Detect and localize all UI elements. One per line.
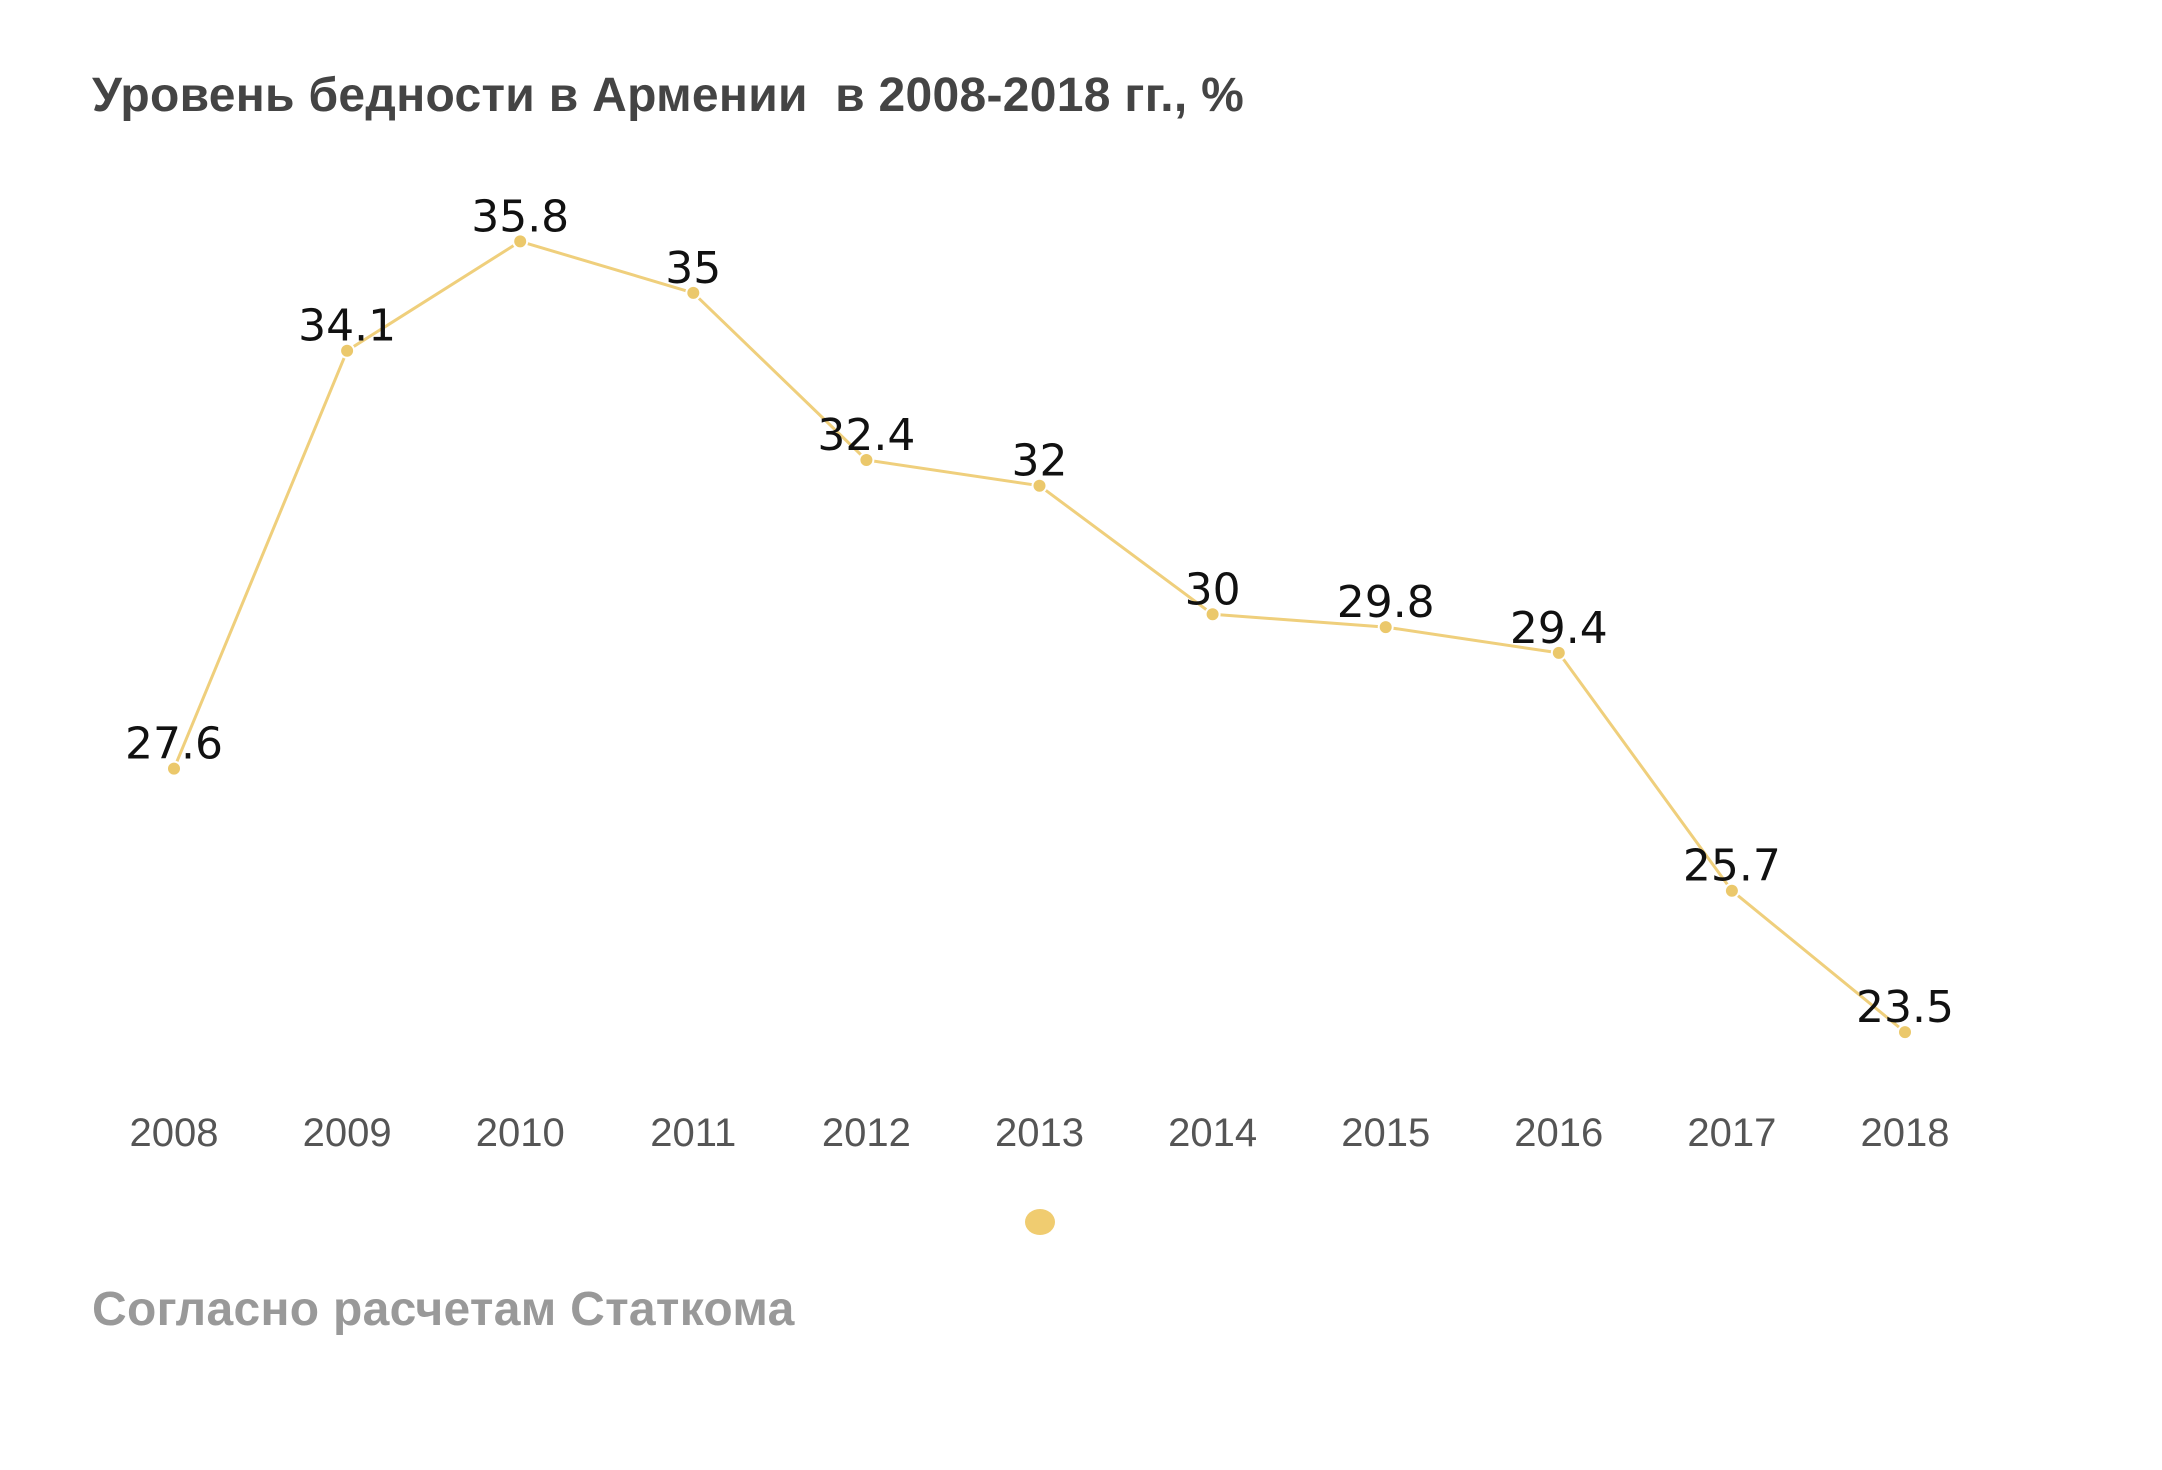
data-label-2017: 25.7: [1683, 841, 1781, 892]
data-label-2018: 23.5: [1856, 982, 1954, 1033]
x-tick-label-2017: 2017: [1687, 1111, 1776, 1155]
x-tick-label-2018: 2018: [1861, 1111, 1950, 1155]
data-label-layer: 27.6 34.1 35.8 35 32.4 32 30 29.8 29.4 25.7 23.5: [125, 191, 1954, 1033]
x-tick-label-2015: 2015: [1341, 1111, 1430, 1155]
data-point-2009: [339, 342, 356, 359]
data-label-2009: 34.1: [298, 301, 396, 352]
data-point-2018: [1897, 1024, 1913, 1041]
x-tick-label-2016: 2016: [1514, 1111, 1603, 1155]
x-tick-label-2009: 2009: [303, 1111, 392, 1155]
data-label-2013: 32: [1012, 436, 1068, 487]
data-point-2016: [1550, 644, 1567, 661]
data-point-2008: [166, 760, 182, 777]
data-label-2008: 27.6: [125, 719, 223, 770]
legend: [1025, 1209, 1055, 1235]
x-tick-label-2011: 2011: [650, 1111, 736, 1155]
data-point-2011: [685, 284, 702, 301]
data-label-2011: 35: [665, 243, 721, 294]
data-point-2012: [858, 452, 875, 468]
source-note: Согласно расчетам Статкома: [92, 1283, 795, 1336]
series-line: [172, 239, 1906, 1034]
data-point-2014: [1204, 606, 1221, 623]
data-point-2010: [512, 233, 529, 250]
data-label-2015: 29.8: [1337, 577, 1435, 628]
x-tick-label-2013: 2013: [995, 1111, 1084, 1155]
chart-title: Уровень бедности в Армении в 2008-2018 г…: [92, 69, 1245, 122]
data-point-2017: [1723, 882, 1740, 899]
data-label-2012: 32.4: [817, 410, 915, 461]
data-point-2013: [1031, 477, 1048, 494]
data-label-2014: 30: [1185, 564, 1241, 615]
data-point-layer: [166, 233, 1913, 1041]
x-tick-label-2008: 2008: [130, 1111, 219, 1155]
series-line-layer: [172, 239, 1906, 1034]
x-axis-tick-layer: 2008 2009 2010 2011 2012 2013 2014 2015 2016 2017…: [130, 1111, 1950, 1155]
x-tick-label-2010: 2010: [476, 1111, 565, 1155]
data-point-2015: [1377, 619, 1394, 636]
legend-marker: [1025, 1209, 1055, 1235]
data-label-2010: 35.8: [471, 191, 569, 242]
x-tick-label-2014: 2014: [1168, 1111, 1257, 1155]
data-label-2016: 29.4: [1510, 603, 1608, 654]
x-tick-label-2012: 2012: [822, 1111, 911, 1155]
